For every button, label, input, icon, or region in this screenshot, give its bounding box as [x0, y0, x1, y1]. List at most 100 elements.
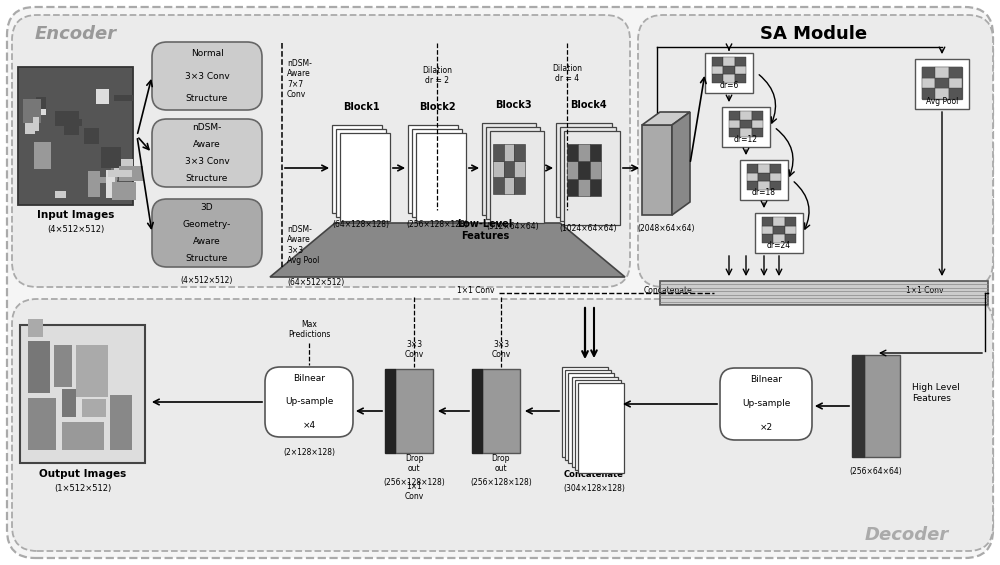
Text: Avg Pool: Avg Pool: [926, 97, 958, 106]
Text: (304×128×128): (304×128×128): [563, 484, 625, 493]
Bar: [740, 128, 752, 137]
Bar: [332, 125, 382, 213]
Bar: [55, 111, 65, 126]
Bar: [575, 380, 621, 470]
Bar: [935, 77, 949, 88]
Bar: [108, 171, 132, 177]
Bar: [785, 225, 796, 234]
Bar: [758, 164, 770, 173]
Bar: [514, 177, 525, 194]
Bar: [101, 147, 121, 168]
Bar: [416, 133, 466, 221]
Bar: [560, 127, 616, 221]
Bar: [114, 95, 133, 101]
Text: Encoder: Encoder: [35, 25, 117, 43]
Text: Concatenate: Concatenate: [644, 286, 693, 295]
Text: Structure: Structure: [186, 94, 228, 103]
Bar: [62, 389, 76, 417]
Text: Up-sample: Up-sample: [285, 398, 333, 406]
Bar: [740, 111, 752, 120]
Text: ×2: ×2: [759, 424, 773, 432]
Bar: [82, 399, 106, 417]
Bar: [23, 99, 41, 123]
Bar: [20, 325, 145, 463]
Text: Aware: Aware: [193, 237, 221, 246]
Bar: [590, 179, 601, 196]
Text: Drop
out: Drop out: [405, 454, 423, 473]
Bar: [590, 162, 601, 179]
FancyBboxPatch shape: [12, 299, 993, 551]
Bar: [88, 171, 100, 197]
Text: Bilnear: Bilnear: [293, 374, 325, 383]
FancyBboxPatch shape: [12, 15, 630, 287]
Text: (1×512×512): (1×512×512): [54, 484, 111, 493]
Bar: [568, 373, 614, 463]
Bar: [84, 128, 99, 144]
Bar: [514, 160, 525, 177]
Text: 1×1 Conv: 1×1 Conv: [906, 286, 944, 295]
FancyBboxPatch shape: [152, 42, 262, 110]
Text: Block4: Block4: [570, 100, 606, 110]
Bar: [712, 57, 723, 66]
Bar: [96, 89, 109, 105]
Bar: [949, 88, 962, 99]
Text: Max
Predictions: Max Predictions: [288, 320, 330, 339]
Text: (512×64×64): (512×64×64): [487, 222, 539, 231]
Text: Dilation
dr = 2: Dilation dr = 2: [422, 66, 452, 85]
Bar: [504, 160, 514, 177]
Text: Block3: Block3: [495, 100, 531, 110]
Bar: [119, 166, 143, 181]
Text: Decoder: Decoder: [865, 526, 949, 544]
Text: Aware: Aware: [193, 140, 221, 149]
Bar: [735, 57, 746, 66]
Bar: [111, 154, 118, 180]
Text: dr=18: dr=18: [752, 188, 776, 197]
Bar: [735, 66, 746, 75]
Bar: [28, 341, 50, 393]
Bar: [723, 75, 735, 83]
Text: Block2: Block2: [419, 102, 455, 112]
Bar: [412, 129, 462, 217]
Text: Drop
out: Drop out: [492, 454, 510, 473]
Text: Low-Level
Features: Low-Level Features: [457, 219, 513, 241]
Bar: [76, 345, 108, 397]
Text: Normal: Normal: [191, 49, 223, 58]
Bar: [556, 123, 612, 217]
Bar: [562, 367, 608, 457]
Bar: [758, 181, 770, 190]
Bar: [747, 173, 758, 181]
Bar: [106, 171, 115, 198]
Text: (256×128×128): (256×128×128): [383, 478, 445, 487]
Text: 3×3 Conv: 3×3 Conv: [185, 157, 229, 166]
Bar: [735, 75, 746, 83]
Bar: [34, 142, 51, 168]
Bar: [114, 159, 133, 176]
Bar: [336, 129, 386, 217]
Bar: [922, 88, 935, 99]
Bar: [493, 160, 504, 177]
Text: 3×3
Conv: 3×3 Conv: [491, 340, 511, 359]
Polygon shape: [642, 112, 690, 125]
Bar: [729, 111, 740, 120]
Text: 3×3
Conv: 3×3 Conv: [404, 340, 424, 359]
Bar: [385, 369, 395, 453]
Bar: [25, 114, 35, 134]
Text: dr=6: dr=6: [719, 81, 739, 90]
FancyBboxPatch shape: [638, 15, 993, 287]
Bar: [486, 127, 540, 219]
Bar: [949, 77, 962, 88]
Bar: [408, 125, 458, 213]
Bar: [642, 125, 672, 215]
Text: (4×512×512): (4×512×512): [181, 276, 233, 285]
Text: (256×128×128): (256×128×128): [470, 478, 532, 487]
FancyBboxPatch shape: [7, 7, 993, 558]
Bar: [590, 144, 601, 162]
Bar: [770, 181, 781, 190]
Bar: [747, 181, 758, 190]
Text: (1024×64×64): (1024×64×64): [559, 224, 617, 233]
Bar: [752, 111, 763, 120]
Bar: [504, 144, 514, 160]
Bar: [922, 77, 935, 88]
Bar: [723, 66, 735, 75]
Text: Bilnear: Bilnear: [750, 376, 782, 385]
